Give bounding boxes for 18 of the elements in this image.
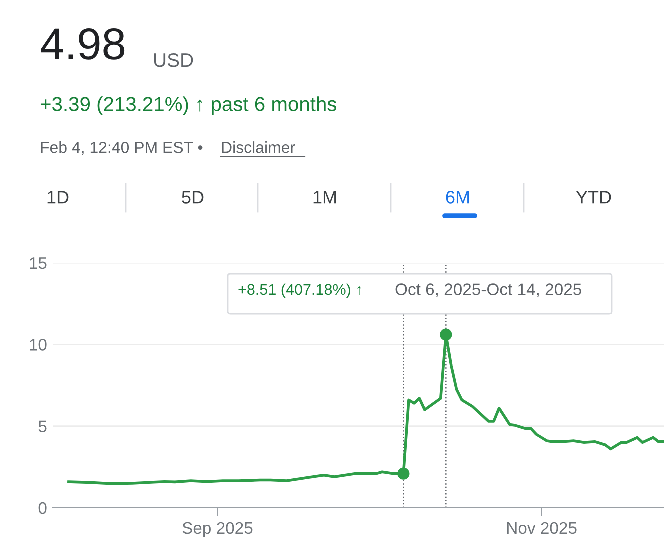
text: 6M [446,191,470,204]
text: Disclaimer [222,142,296,154]
text: 5D [182,191,204,204]
y-tick-label: 15 [30,258,47,270]
text: 1D [48,191,69,204]
x-tick-label: Nov 2025 [507,522,577,534]
x-tick-label: Sep 2025 [182,522,253,538]
text: YTD [576,191,612,204]
chart-title: 4.98 [41,28,125,60]
annotation: +8.51 (407.18%) ↑ [238,284,362,298]
y-tick-label: 10 [30,339,47,351]
text: Feb 4, 12:40 PM EST • [41,142,203,156]
chart-subtitle: +3.39 (213.21%) ↑ past 6 months [40,96,336,116]
annotation: Oct 6, 2025-Oct 14, 2025 [396,284,582,298]
y-tick-label: 0 [38,502,47,514]
text: USD [154,53,194,68]
text: 1M [314,191,336,204]
y-tick-label: 5 [38,420,47,433]
